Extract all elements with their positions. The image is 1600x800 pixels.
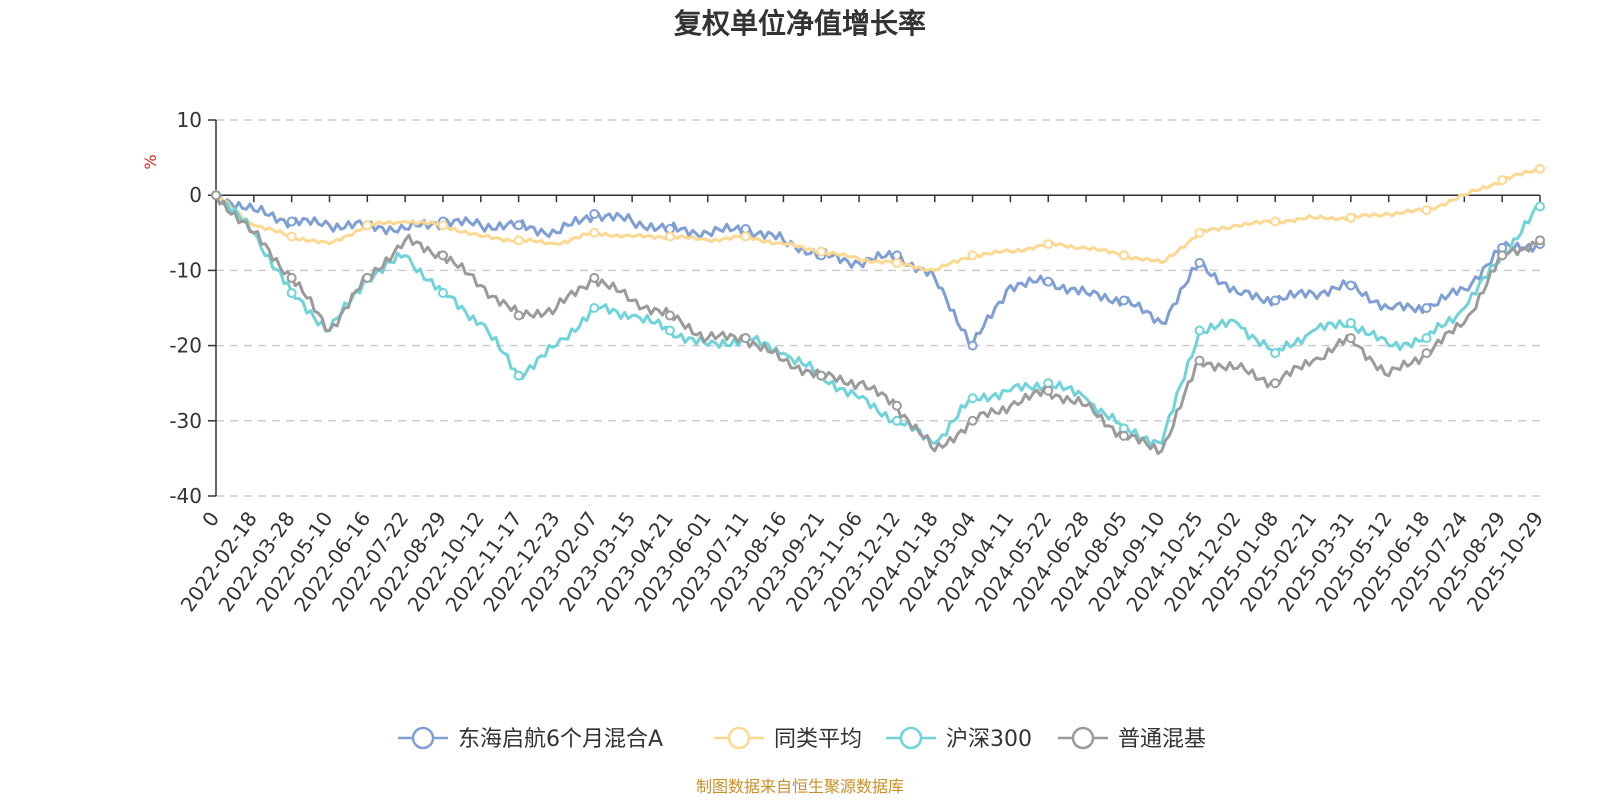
series-point-1 [1118,250,1129,261]
series-point-0 [1194,257,1205,268]
series-point-1 [437,220,448,231]
series-point-3 [1421,348,1432,359]
series-point-0 [589,209,600,219]
series-point-0 [286,216,297,227]
y-tick-label: -40 [169,484,202,508]
y-axis-unit: % [141,154,160,169]
legend-marker [727,726,751,750]
series-line-1 [215,167,1541,272]
series-point-2 [1535,201,1545,212]
series-point-1 [1535,163,1545,174]
legend-label: 沪深300 [946,727,1032,752]
x-tick-label: 0 [197,507,224,531]
legend-label: 东海启航6个月混合A [458,727,663,752]
y-tick-label: -10 [169,258,202,282]
series-point-1 [1043,239,1054,250]
series-lines [211,163,1545,456]
series-point-0 [1043,276,1054,287]
series-point-0 [513,220,524,231]
series-point-1 [1421,205,1432,216]
legend-item-1[interactable]: 同类平均 [714,726,862,752]
series-line-3 [214,194,1542,456]
series-point-1 [1270,216,1281,227]
series-point-0 [1421,303,1432,313]
series-point-1 [664,231,675,242]
series-point-0 [1118,295,1129,306]
series-point-3 [816,370,827,381]
series-point-3 [589,272,600,283]
series-point-3 [211,190,221,201]
series-point-1 [891,257,902,268]
series-line-2 [214,194,1541,447]
y-tick-label: -20 [169,334,202,358]
series-point-2 [967,393,978,404]
series-point-1 [589,227,600,238]
chart-title: 复权单位净值增长率 [674,7,926,40]
series-point-2 [589,303,600,313]
series-point-2 [1270,348,1281,359]
series-point-1 [513,235,524,246]
series-point-1 [286,231,297,242]
series-point-3 [967,415,978,426]
legend-marker [1071,726,1095,750]
series-point-3 [1043,385,1054,396]
series-point-3 [513,310,524,321]
series-point-2 [1194,325,1205,336]
series-point-3 [1535,235,1545,246]
source-note: 制图数据来自恒生聚源数据库 [696,777,904,796]
y-tick-label: 10 [177,108,202,132]
series-point-1 [1345,212,1356,223]
legend[interactable]: 东海启航6个月混合A 同类平均 沪深300 普通混基 [398,726,1206,752]
series-point-0 [1345,280,1356,291]
legend-marker [899,726,923,750]
series-point-2 [513,370,524,381]
y-tick-label: 0 [189,183,202,207]
series-point-1 [740,231,751,242]
series-point-0 [967,340,978,351]
series-point-3 [286,272,297,283]
series-point-3 [437,250,448,261]
series-point-2 [437,287,448,298]
series-point-3 [1497,250,1508,261]
series-point-1 [967,250,978,261]
legend-marker [411,726,435,750]
series-point-2 [1345,318,1356,329]
series-point-3 [1118,430,1129,441]
grid-lines [216,119,1540,497]
series-point-3 [1194,355,1205,366]
series-point-1 [362,220,373,231]
series-point-3 [891,400,902,411]
series-point-3 [362,272,373,283]
series-point-3 [664,310,675,321]
legend-label: 普通混基 [1118,727,1206,752]
series-point-2 [891,415,902,426]
series-point-1 [1194,227,1205,238]
series-point-0 [1270,295,1281,306]
series-point-3 [1345,333,1356,344]
legend-item-2[interactable]: 沪深300 [886,726,1032,752]
legend-item-0[interactable]: 东海启航6个月混合A [398,726,663,752]
axes: 100-10-20-30-4002022-02-182022-03-282022… [169,108,1548,616]
legend-item-3[interactable]: 普通混基 [1058,726,1206,752]
series-point-2 [1421,333,1432,344]
series-point-2 [664,325,675,336]
legend-label: 同类平均 [774,727,862,752]
series-point-2 [286,287,297,298]
y-tick-label: -30 [169,409,202,433]
series-point-1 [1497,175,1508,186]
series-point-1 [816,246,827,257]
series-point-3 [740,333,751,344]
series-point-3 [1270,378,1281,389]
